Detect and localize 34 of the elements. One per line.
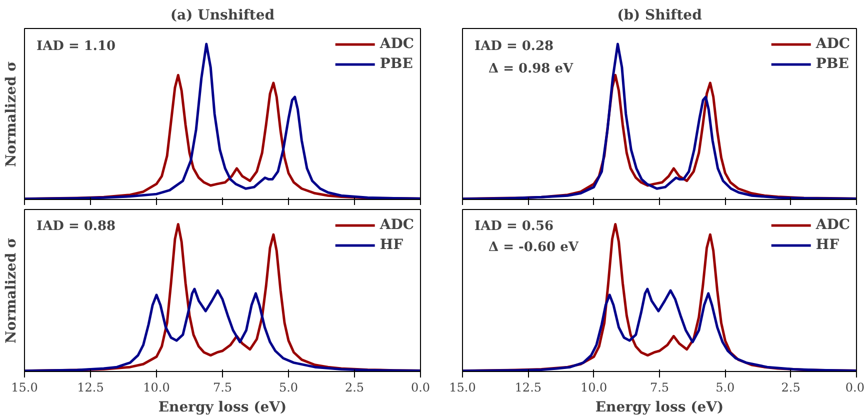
x-tick-label: 0.0 bbox=[410, 380, 430, 394]
x-tick-label: 5.0 bbox=[278, 380, 298, 394]
x-tick-label: 0.0 bbox=[845, 380, 865, 394]
x-tick-label: 12.5 bbox=[77, 380, 104, 394]
legend-label: HF bbox=[816, 237, 840, 253]
legend-label: PBE bbox=[380, 56, 413, 72]
chart-title: (a) Unshifted bbox=[170, 8, 275, 24]
annotation: Δ = -0.60 eV bbox=[488, 240, 580, 255]
y-axis-title: Normalized σ bbox=[4, 238, 20, 344]
x-tick-label: 12.5 bbox=[514, 380, 542, 394]
x-tick-label: 10.0 bbox=[143, 380, 170, 394]
legend-label: ADC bbox=[816, 36, 850, 52]
x-axis-title: Energy loss (eV) bbox=[158, 400, 287, 416]
annotation: IAD = 0.56 bbox=[474, 218, 554, 234]
legend-label: ADC bbox=[816, 217, 850, 233]
x-tick-label: 7.5 bbox=[212, 380, 232, 394]
x-tick-label: 10.0 bbox=[580, 380, 608, 394]
legend-label: ADC bbox=[380, 36, 414, 52]
chart-title: (b) Shifted bbox=[617, 8, 702, 24]
x-tick-label: 15.0 bbox=[11, 380, 38, 394]
annotation: IAD = 0.28 bbox=[474, 39, 554, 54]
legend-label: PBE bbox=[816, 56, 849, 72]
x-tick-label: 7.5 bbox=[650, 380, 670, 394]
annotation: IAD = 1.10 bbox=[36, 39, 116, 54]
legend-label: ADC bbox=[380, 217, 414, 233]
annotation: Δ = 0.98 eV bbox=[488, 61, 574, 76]
annotation: IAD = 0.88 bbox=[36, 218, 116, 234]
legend-label: HF bbox=[380, 237, 404, 253]
y-axis-title: Normalized σ bbox=[4, 61, 20, 167]
x-axis-title: Energy loss (eV) bbox=[595, 400, 724, 416]
x-tick-label: 2.5 bbox=[344, 380, 364, 394]
x-tick-label: 5.0 bbox=[716, 380, 735, 394]
x-tick-label: 2.5 bbox=[781, 380, 800, 394]
x-tick-label: 15.0 bbox=[449, 380, 476, 394]
